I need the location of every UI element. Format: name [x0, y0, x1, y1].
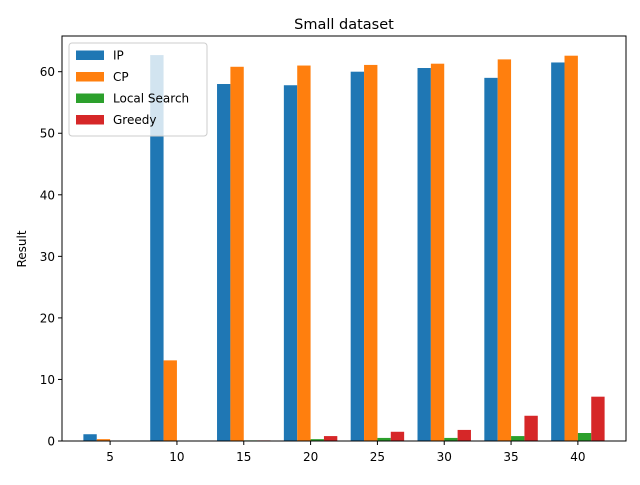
bar-local-search-20	[310, 439, 324, 441]
bar-greedy-25	[390, 431, 405, 441]
bar-cp-5	[96, 439, 111, 441]
bar-greedy-35	[524, 415, 538, 441]
y-tick-label: 50	[40, 127, 55, 141]
bars-layer	[83, 55, 605, 442]
legend-label-greedy: Greedy	[113, 113, 156, 127]
legend-swatch-cp	[76, 72, 104, 82]
y-tick-label: 60	[40, 65, 55, 79]
bar-ip-10	[150, 55, 164, 441]
x-tick-label: 20	[303, 450, 318, 464]
bar-ip-5	[83, 434, 97, 441]
legend-label-cp: CP	[113, 70, 129, 84]
bar-local-search-35	[511, 436, 525, 441]
bar-greedy-20	[323, 436, 338, 441]
y-tick-label: 10	[40, 373, 55, 387]
x-tick-label: 15	[236, 450, 251, 464]
y-tick-label: 20	[40, 311, 55, 325]
x-tick-label: 10	[169, 450, 184, 464]
bar-greedy-30	[457, 429, 471, 441]
legend-box	[68, 42, 208, 137]
bar-cp-15	[230, 66, 244, 441]
bar-ip-20	[283, 85, 298, 442]
legend-label-local-search: Local Search	[113, 92, 189, 106]
bar-ip-35	[484, 77, 498, 441]
chart-title: Small dataset	[294, 17, 394, 33]
legend-swatch-local-search	[76, 93, 104, 103]
legend-label-ip: IP	[113, 49, 124, 63]
legend-swatch-ip	[76, 50, 104, 60]
bar-greedy-40	[591, 396, 605, 441]
legend: IP CP Local Search Greedy	[68, 42, 208, 137]
ticks-layer: 5 10 15 20 25 30 35 40 0 10 20 30 40 50 60	[40, 65, 586, 464]
y-axis-label: Result	[15, 230, 29, 267]
plot-frame	[61, 35, 627, 442]
bar-ip-40	[551, 62, 565, 441]
bar-local-search-40	[577, 433, 592, 441]
bar-local-search-30	[444, 437, 458, 441]
bar-ip-25	[350, 71, 365, 441]
legend-swatch-greedy	[76, 115, 104, 125]
bar-cp-30	[430, 63, 445, 441]
bar-cp-35	[497, 59, 512, 441]
bar-cp-40	[564, 55, 578, 441]
x-tick-label: 30	[437, 450, 452, 464]
x-tick-label: 35	[503, 450, 518, 464]
bar-cp-20	[297, 65, 311, 441]
bar-cp-25	[364, 64, 378, 442]
y-tick-label: 0	[47, 435, 55, 449]
bar-ip-15	[217, 84, 231, 441]
y-tick-label: 40	[40, 188, 55, 202]
bar-local-search-25	[377, 437, 391, 441]
x-tick-label: 25	[370, 450, 385, 464]
x-tick-label: 40	[570, 450, 585, 464]
bar-ip-30	[417, 68, 431, 441]
bar-cp-10	[163, 360, 177, 441]
y-tick-label: 30	[40, 250, 55, 264]
x-tick-label: 5	[106, 450, 114, 464]
